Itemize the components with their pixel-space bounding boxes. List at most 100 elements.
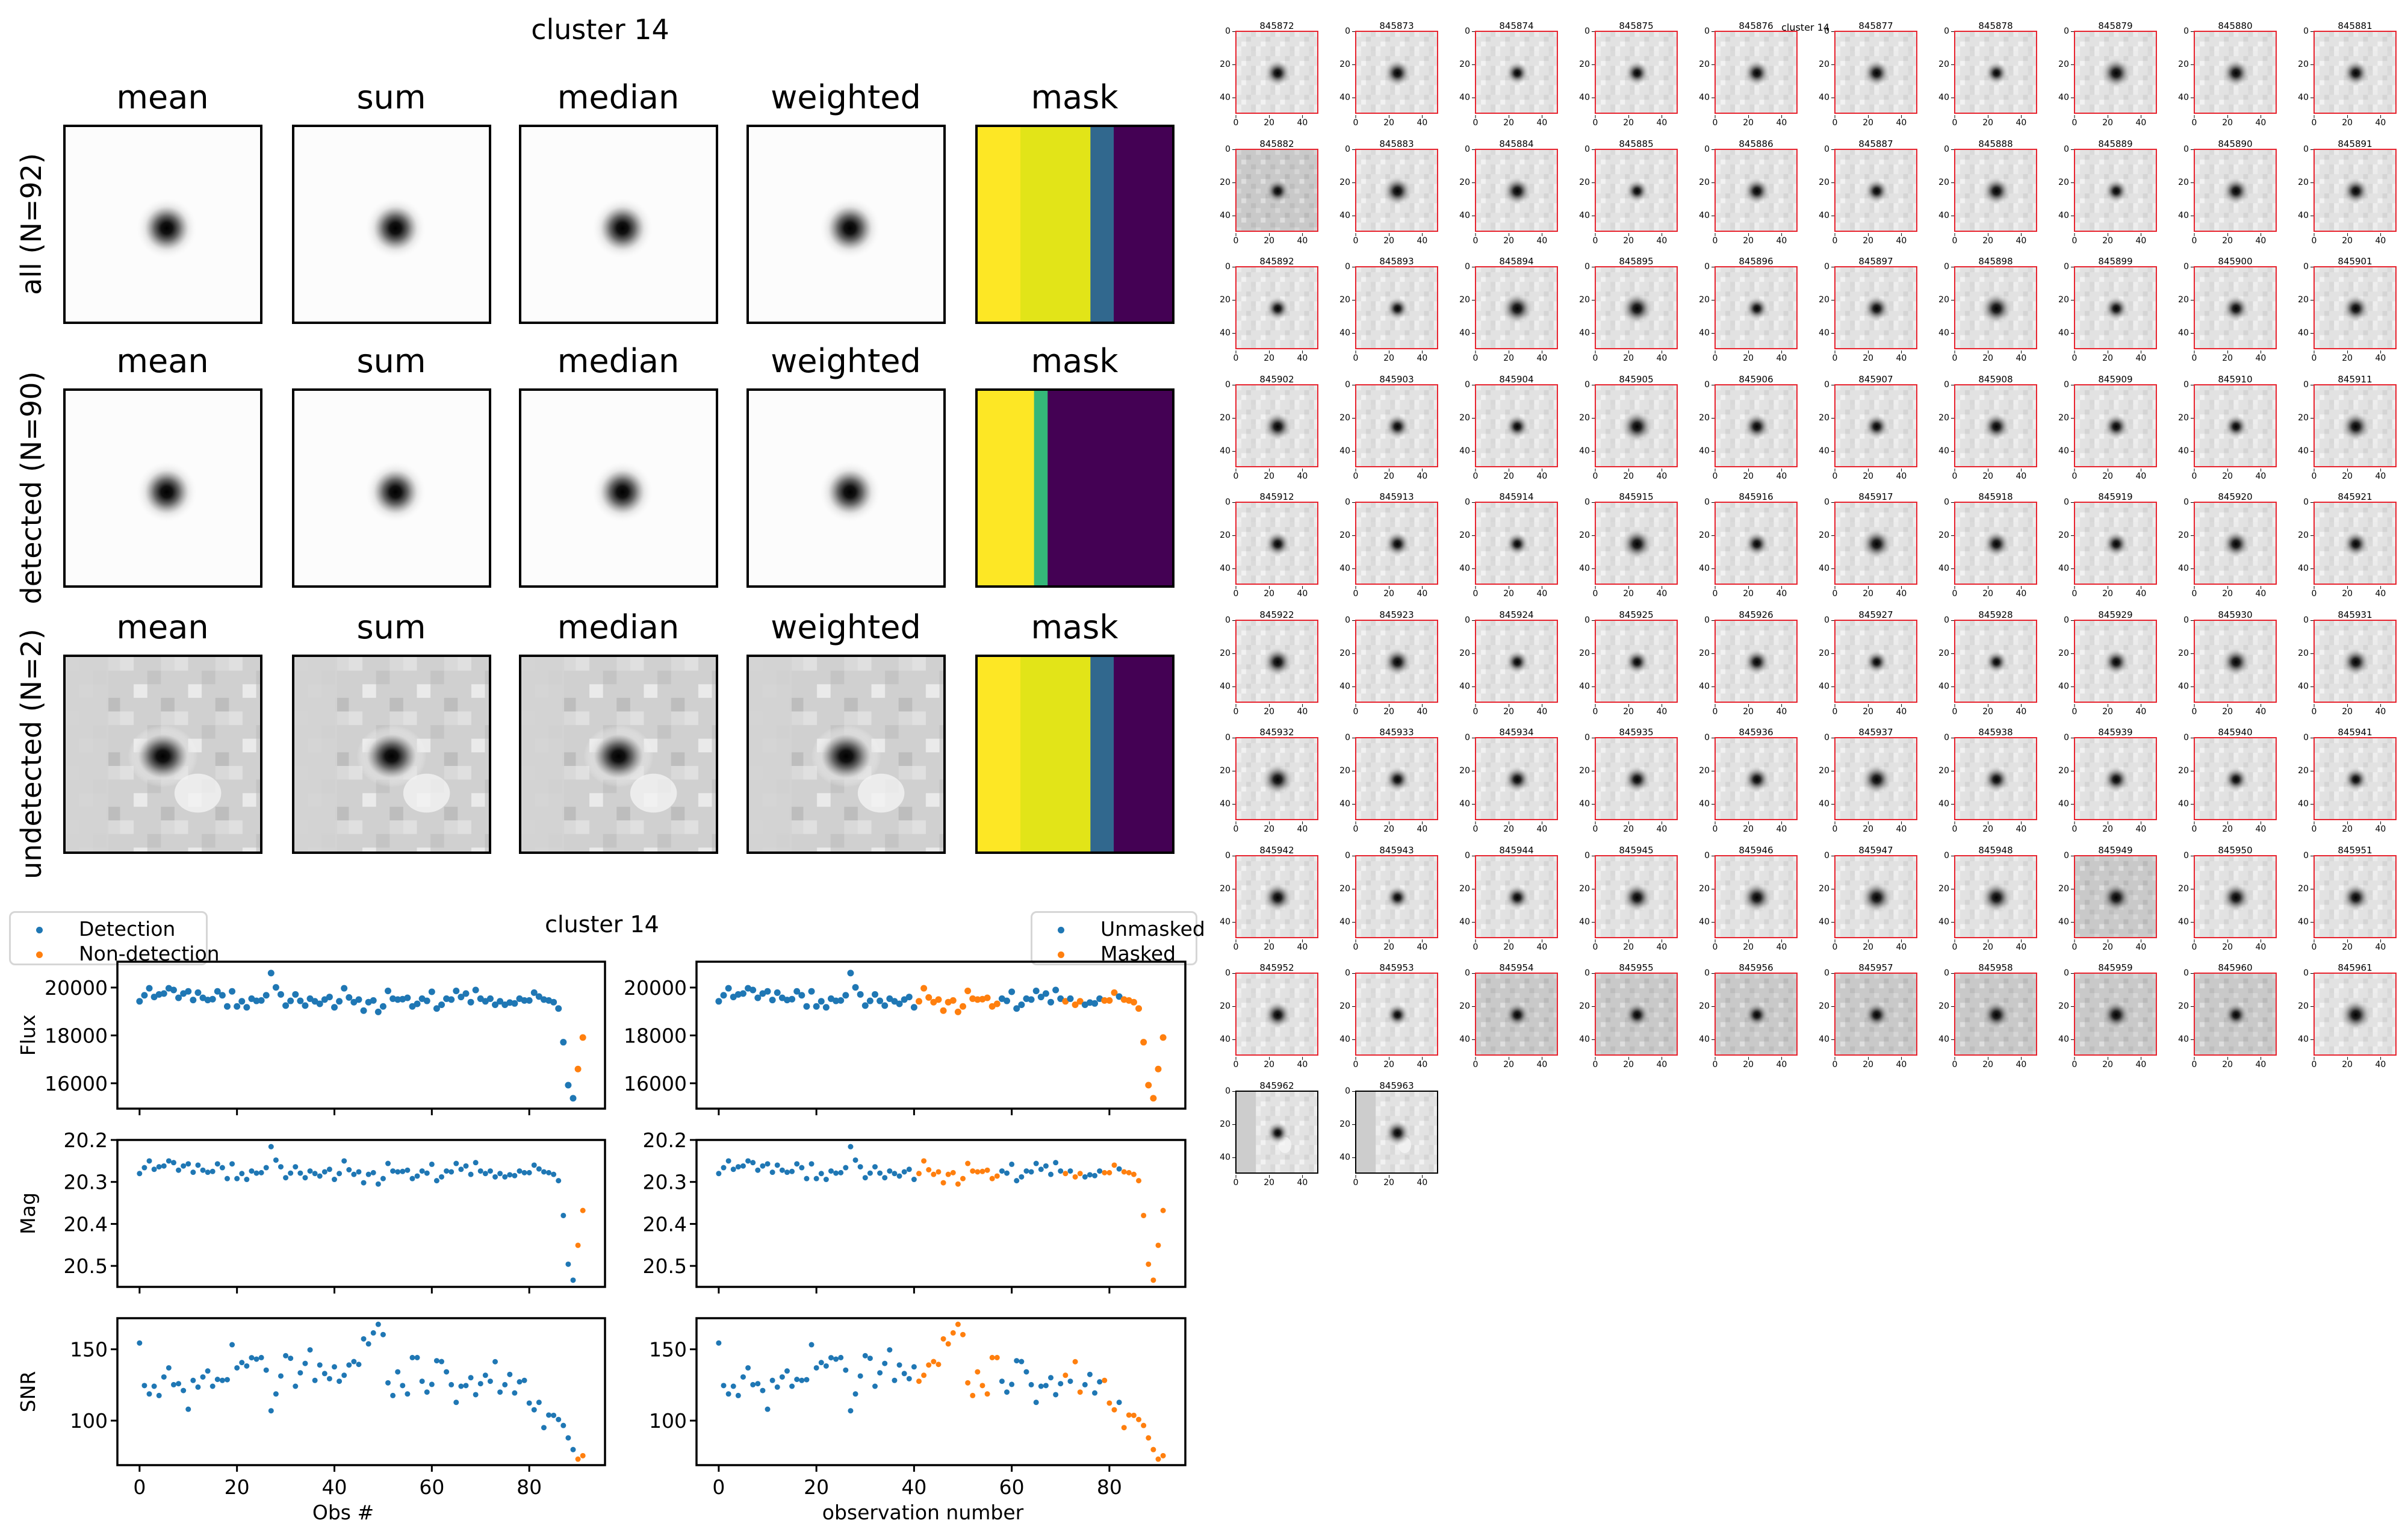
data-point-blue <box>468 1171 474 1177</box>
thumbnail-x-tick: 20 <box>1264 115 1275 128</box>
thumbnail-image <box>1954 737 2037 820</box>
thumbnail-image <box>1355 619 1438 703</box>
thumbnail-x-tick: 40 <box>2135 939 2147 952</box>
data-point-blue <box>302 1175 308 1181</box>
thumbnail-image <box>1595 31 1678 114</box>
data-point-blue <box>1048 1375 1054 1381</box>
data-point-blue <box>351 1359 357 1365</box>
thumbnail-x-tick: 40 <box>1297 232 1308 246</box>
thumbnail-image <box>2313 855 2397 938</box>
thumbnail-845945: 845945 0 0 20 20 40 40 <box>1575 845 1696 964</box>
data-point-blue <box>551 1171 557 1177</box>
data-point-blue <box>1116 1399 1122 1406</box>
thumbnail-x-tick: 0 <box>2191 115 2197 128</box>
thumbnail-845883: 845883 0 0 20 20 40 40 <box>1336 139 1456 257</box>
thumbnail-image <box>1235 855 1318 938</box>
thumbnail-y-tick: 40 <box>2056 800 2074 808</box>
star-source <box>1744 531 1770 557</box>
thumbnail-x-tick: 20 <box>1982 586 1994 599</box>
data-point-blue <box>784 1368 790 1374</box>
thumbnail-x-tick: 0 <box>2191 468 2197 481</box>
thumbnail-x-tick: 40 <box>1297 350 1308 363</box>
data-point-orange <box>970 1168 976 1174</box>
thumbnail-y-tick: 40 <box>1577 211 1595 220</box>
thumbnail-x-tick: 20 <box>2222 1057 2233 1069</box>
data-point-blue <box>813 1003 820 1010</box>
data-point-blue <box>375 1181 381 1187</box>
data-point-orange <box>1077 1389 1083 1395</box>
thumbnail-image <box>1714 619 1798 703</box>
data-point-blue <box>892 1171 898 1177</box>
data-point-blue <box>1037 994 1044 1001</box>
data-point-blue <box>146 1391 152 1397</box>
data-point-orange <box>580 1207 586 1213</box>
y-tick-label: 20000 <box>45 976 108 1000</box>
y-tick-label: 100 <box>649 1409 687 1433</box>
thumbnail-y-tick: 0 <box>1816 616 1834 624</box>
data-point-orange <box>975 1169 981 1175</box>
thumbnail-y-tick: 20 <box>1816 885 1834 893</box>
y-tick-label: 20.2 <box>64 1129 108 1152</box>
data-point-blue <box>848 1408 854 1414</box>
thumbnail-x-tick: 0 <box>1832 350 1838 363</box>
thumbnail-title: 845923 <box>1379 609 1414 620</box>
mean-stack-image <box>63 655 262 854</box>
thumbnail-y-tick: 40 <box>1577 800 1595 808</box>
data-point-blue <box>331 1364 337 1370</box>
data-point-blue <box>243 1004 250 1011</box>
star-source <box>2223 767 2249 792</box>
thumbnail-image <box>1714 31 1798 114</box>
thumbnail-y-tick: 0 <box>1337 145 1355 154</box>
thumbnail-image <box>2074 737 2157 820</box>
data-point-blue <box>330 1004 338 1011</box>
thumbnail-title: 845912 <box>1259 491 1294 502</box>
thumbnail-title: 845921 <box>2338 491 2372 502</box>
thumbnail-x-tick: 20 <box>1743 115 1754 128</box>
thumbnail-y-tick: 40 <box>1217 564 1235 573</box>
data-point-blue <box>546 1412 552 1418</box>
data-point-blue <box>390 1168 396 1174</box>
thumbnail-y-tick: 40 <box>1217 447 1235 455</box>
data-point-blue <box>181 1387 187 1393</box>
data-point-blue <box>833 1170 839 1176</box>
data-point-blue <box>521 1377 527 1383</box>
data-point-blue <box>1097 1168 1103 1174</box>
thumbnail-845943: 845943 0 0 20 20 40 40 <box>1336 845 1456 964</box>
thumbnail-y-tick: 0 <box>1217 263 1235 271</box>
thumbnail-y-tick: 20 <box>1936 767 1954 775</box>
thumbnail-x-tick: 20 <box>1863 939 1874 952</box>
data-point-blue <box>205 1169 211 1175</box>
data-point-orange <box>1106 1400 1112 1406</box>
data-point-orange <box>1111 1407 1117 1413</box>
star-source <box>1264 1001 1292 1029</box>
thumbnail-title: 845914 <box>1499 491 1534 502</box>
thumbnail-845904: 845904 0 0 20 20 40 40 <box>1456 375 1576 493</box>
thumbnail-y-tick: 0 <box>2056 852 2074 860</box>
thumbnail-y-tick: 40 <box>1936 918 1954 926</box>
thumbnail-y-tick: 40 <box>1217 1153 1235 1162</box>
data-point-blue <box>560 1212 566 1218</box>
thumbnail-x-tick: 40 <box>1417 232 1428 246</box>
thumbnail-y-tick: 40 <box>1217 211 1235 220</box>
data-point-blue <box>867 1170 873 1176</box>
legend-detection: Detection Non-detection <box>9 911 220 965</box>
thumbnail-x-tick: 20 <box>2222 115 2233 128</box>
star-source <box>819 197 881 260</box>
data-point-blue <box>1028 1169 1034 1175</box>
thumbnail-x-tick: 20 <box>1264 939 1275 952</box>
data-point-blue <box>433 1005 440 1012</box>
thumbnail-y-tick: 20 <box>1816 767 1834 775</box>
thumbnail-845923: 845923 0 0 20 20 40 40 <box>1336 609 1456 728</box>
thumbnail-y-tick: 0 <box>1816 498 1834 506</box>
thumbnail-title: 845874 <box>1499 20 1534 31</box>
thumbnail-845957: 845957 0 0 20 20 40 40 <box>1815 964 1935 1081</box>
thumbnail-y-tick: 20 <box>2295 649 2313 658</box>
thumbnail-y-tick: 20 <box>2295 885 2313 893</box>
mean-stack-image <box>63 388 262 588</box>
star-source <box>2221 882 2251 912</box>
data-point-blue <box>297 1370 303 1376</box>
thumbnail-title: 845934 <box>1499 727 1534 738</box>
mask-image <box>975 655 1175 854</box>
thumbnail-y-tick: 40 <box>2056 329 2074 337</box>
